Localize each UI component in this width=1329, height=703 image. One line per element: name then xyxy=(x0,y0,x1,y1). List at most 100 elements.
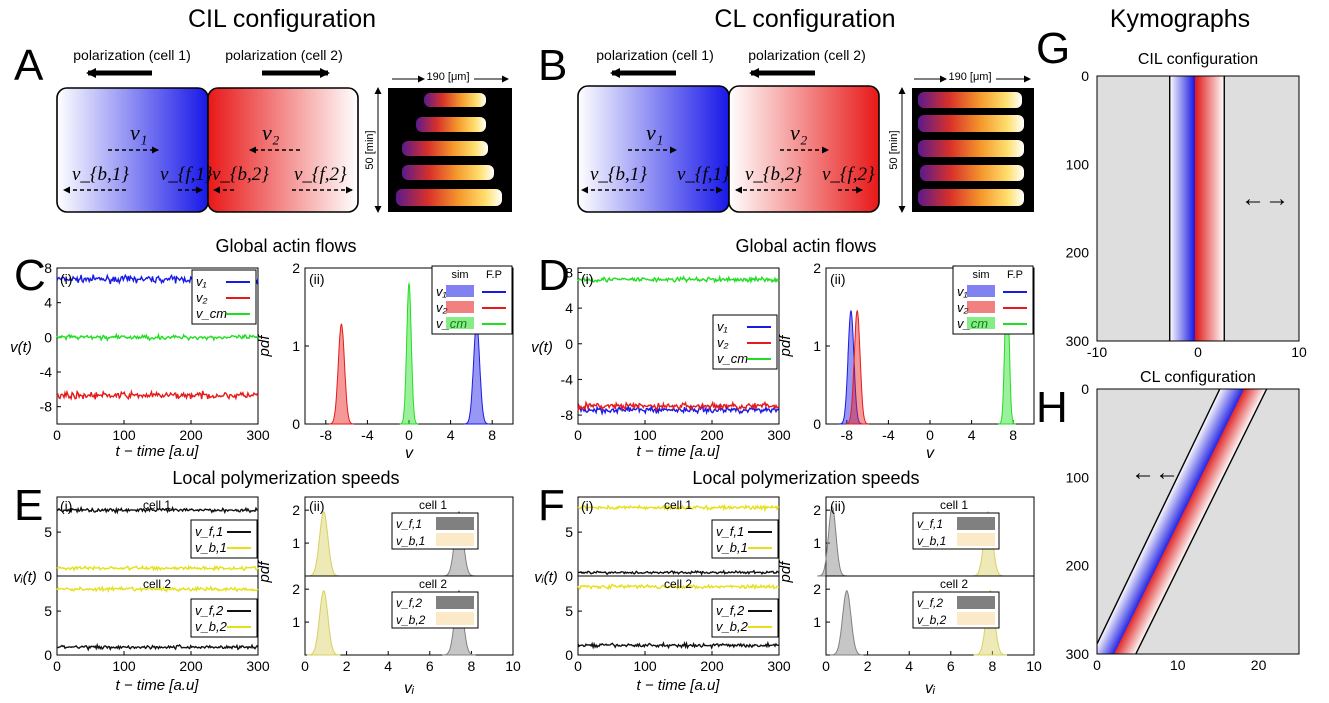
kymo-cell1-strip xyxy=(1104,389,1235,654)
kymo-cell1-strip xyxy=(1105,389,1236,654)
y-tick-label: 2 xyxy=(292,502,300,518)
y-tick-label: 8 xyxy=(565,264,573,280)
y-tick-label: 200 xyxy=(1066,558,1090,574)
y-tick-label: 0 xyxy=(565,336,573,352)
x-tick-label: 0 xyxy=(301,658,309,674)
scale-width-b: 190 [μm] xyxy=(948,71,991,83)
y-axis-label: v(t) xyxy=(10,339,32,356)
label-vb2-a: v_{b,2} xyxy=(212,164,269,185)
y-tick-label: 0 xyxy=(44,568,52,584)
kymo-cell2-strip xyxy=(1116,389,1248,654)
pdf-area-1 xyxy=(845,309,870,425)
x-tick-label: 10 xyxy=(1291,344,1307,360)
x-tick-label: 0 xyxy=(1093,657,1101,673)
polarization-label-cell1-a: polarization (cell 1) xyxy=(73,47,191,63)
legend-label: v_f,2 xyxy=(396,596,422,610)
kymo-cell1-strip xyxy=(1108,389,1240,654)
panel-letter-g: G xyxy=(1036,24,1070,73)
y-tick-label: 2 xyxy=(292,581,300,597)
header-cl: CL configuration xyxy=(714,5,895,33)
micrograph-cells-cl xyxy=(918,92,1024,206)
kymo-cell2-strip xyxy=(1118,389,1250,654)
y-tick-label: 2 xyxy=(813,502,821,518)
kymo-cell2-strip xyxy=(1130,389,1262,654)
kymo-cell1-band xyxy=(1169,76,1195,341)
label-vf1-b: v_{f,1} xyxy=(677,164,730,185)
legend-label: v₁ xyxy=(957,284,968,299)
legend-patch xyxy=(446,285,474,297)
x-tick-label: 300 xyxy=(767,658,791,674)
pdf-area-1-1 xyxy=(307,590,341,656)
legend-label: v_b,1 xyxy=(396,534,425,548)
scale-width-a: 190 [μm] xyxy=(426,71,469,83)
y-tick-label: 5 xyxy=(44,603,52,619)
legend-label: v_f,2 xyxy=(716,603,745,618)
y-tick-label: 4 xyxy=(44,295,52,311)
y-axis-label: vᵢ(t) xyxy=(13,569,37,586)
label-vf2-a: v_{f,2} xyxy=(294,164,347,185)
kymo-cell2-strip xyxy=(1121,389,1253,654)
x-tick-label: 2 xyxy=(343,658,351,674)
y-tick-label: -4 xyxy=(40,364,53,380)
pdf-area-0 xyxy=(839,309,863,425)
y-tick-label: -8 xyxy=(40,399,53,415)
header-local-speeds-left: Local polymerization speeds xyxy=(172,468,399,488)
x-axis-label: t − time [a.u] xyxy=(637,443,721,460)
x-tick-label: 0 xyxy=(405,427,413,443)
cell1-box-b xyxy=(577,85,730,213)
x-tick-label: 0 xyxy=(1194,344,1202,360)
y-tick-label: 1 xyxy=(292,338,300,354)
pdf-area-1 xyxy=(328,323,354,425)
sublabel-ii: (ii) xyxy=(309,498,325,514)
kymograph-title: CL configuration xyxy=(1140,369,1256,386)
y-axis-label: vᵢ(t) xyxy=(534,569,558,586)
kymo-edge xyxy=(1135,389,1268,654)
legend-patch xyxy=(436,596,474,609)
x-tick-label: 300 xyxy=(246,658,270,674)
x-axis-label: vᵢ xyxy=(925,680,936,697)
cell-label: cell 2 xyxy=(419,577,447,591)
plot-f-i: 0 5 cell 1 v_f,1v_b,1 0 100 200 300 0 5 cell 2 v_f,… xyxy=(534,496,791,694)
legend-patch xyxy=(967,285,995,297)
x-axis-label: v xyxy=(405,445,414,462)
x-tick-label: 4 xyxy=(905,658,913,674)
legend-box xyxy=(190,519,258,559)
label-vb2-b: v_{b,2} xyxy=(745,164,802,185)
y-tick-label: -8 xyxy=(561,407,574,423)
label-vf1-a: v_{f,1} xyxy=(160,164,213,185)
sublabel-i: (i) xyxy=(60,271,72,287)
legend-label: v_f,1 xyxy=(917,517,943,531)
y-tick-label: 0 xyxy=(565,647,573,663)
y-axis-label: pdf xyxy=(256,560,273,584)
kymo-cell2-strip xyxy=(1127,389,1260,654)
kymo-cell2-strip xyxy=(1120,389,1252,654)
x-tick-label: 8 xyxy=(989,658,997,674)
legend-label: v_f,2 xyxy=(917,596,943,610)
x-tick-label: 0 xyxy=(822,658,830,674)
kymo-cell2-strip xyxy=(1124,389,1257,654)
series-line-0 xyxy=(577,403,780,416)
legend-patch xyxy=(436,533,474,546)
legend-label: v_b,2 xyxy=(917,613,947,627)
y-tick-label: 1 xyxy=(813,614,821,630)
kymo-cell1-strip xyxy=(1102,389,1232,654)
y-tick-label: 0 xyxy=(44,329,52,345)
x-tick-label: 200 xyxy=(700,658,724,674)
kymo-cell1-strip xyxy=(1113,389,1245,654)
legend-label: v_b,2 xyxy=(396,613,426,627)
header-cil: CIL configuration xyxy=(188,5,376,33)
series-line-1-1 xyxy=(577,583,780,591)
kymo-cell1-strip xyxy=(1112,389,1244,654)
y-tick-label: 8 xyxy=(44,260,52,276)
x-tick-label: -4 xyxy=(882,427,895,443)
panel-letter-b: B xyxy=(538,41,567,90)
kymo-cell2-strip xyxy=(1115,389,1247,654)
polarization-label-cell1-b: polarization (cell 1) xyxy=(596,47,714,63)
legend-label: v₂ xyxy=(436,300,448,315)
legend-patch xyxy=(967,317,995,329)
